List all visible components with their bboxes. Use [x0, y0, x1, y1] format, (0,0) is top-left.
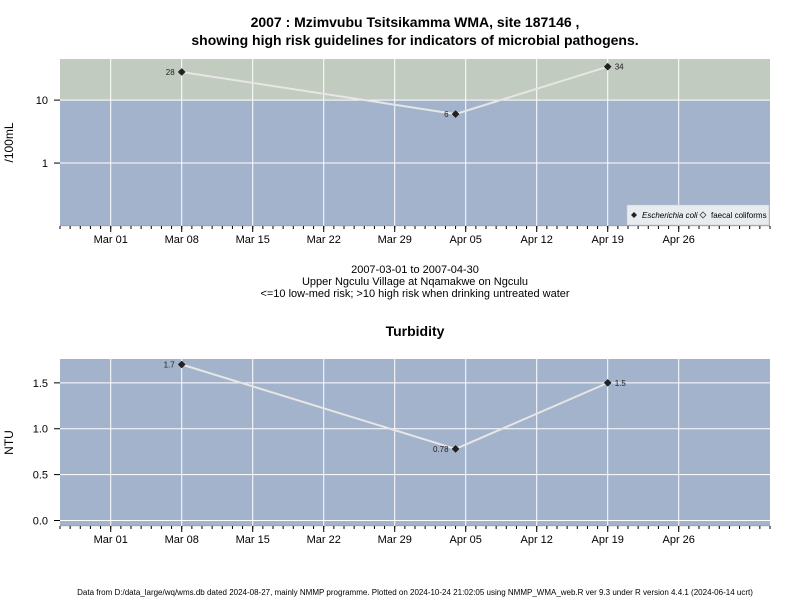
x-tick-label: Mar 29 [378, 234, 412, 246]
data-label: 0.78 [433, 445, 449, 454]
y-axis-label: NTU [2, 430, 16, 455]
x-tick-label: Apr 12 [521, 534, 553, 546]
y-tick-label: 1 [42, 158, 48, 170]
x-tick-label: Mar 08 [165, 534, 199, 546]
data-point [451, 445, 460, 453]
footer-note: Data from D:/data_large/wq/wms.db dated … [77, 588, 753, 597]
data-point [451, 110, 460, 118]
risk-note-text: <=10 low-med risk; >10 high risk when dr… [260, 288, 570, 300]
data-point [177, 68, 186, 76]
date-range-text: 2007-03-01 to 2007-04-30 [351, 264, 479, 276]
x-tick-label: Mar 08 [165, 234, 199, 246]
y-tick-label: 0.0 [33, 515, 48, 527]
x-tick-label: Mar 01 [94, 234, 128, 246]
x-tick-label: Mar 29 [378, 534, 412, 546]
x-tick-label: Apr 26 [663, 534, 695, 546]
x-tick-label: Apr 19 [592, 534, 624, 546]
chart1-title-line1: 2007 : Mzimvubu Tsitsikamma WMA, site 18… [250, 14, 580, 30]
x-tick-label: Apr 19 [592, 234, 624, 246]
legend-marker-faecal [699, 211, 707, 219]
x-tick-label: Apr 05 [450, 534, 482, 546]
chart2-title: Turbidity [385, 323, 445, 339]
y-tick-label: 0.5 [33, 470, 48, 482]
x-tick-label: Apr 26 [663, 234, 695, 246]
x-tick-label: Mar 15 [236, 534, 270, 546]
turbidity-chart: Mar 01 Mar 08 Mar 15 Mar 22 Mar 29 Apr 05 Apr … [2, 359, 771, 546]
x-tick-label: Mar 22 [307, 534, 341, 546]
y-tick-label: 1.5 [33, 378, 48, 390]
data-label: 1.7 [164, 361, 176, 370]
high-risk-band [60, 59, 770, 101]
chart1-title-line2: showing high risk guidelines for indicat… [191, 32, 639, 48]
x-tick-label: Mar 15 [236, 234, 270, 246]
x-tick-label: Mar 01 [94, 534, 128, 546]
y-tick-label: 10 [36, 95, 48, 107]
y-axis-label: /100mL [2, 122, 16, 162]
data-point [603, 62, 612, 71]
data-label: 1.5 [615, 379, 627, 388]
data-point [603, 379, 612, 387]
legend-label-ecoli: Escherichia coli [642, 211, 698, 220]
data-label: 6 [444, 110, 449, 119]
location-text: Upper Ngculu Village at Nqamakwe on Ngcu… [301, 276, 529, 288]
y-tick-label: 1.0 [33, 424, 48, 436]
data-label: 34 [615, 63, 624, 72]
data-label: 28 [166, 68, 175, 77]
x-tick-label: Apr 05 [450, 234, 482, 246]
legend-marker-ecoli [631, 212, 637, 218]
legend-box [626, 204, 770, 226]
microbial-chart: Mar 01 Mar 08 Mar 15 Mar 22 Mar 29 Apr 05 Apr … [2, 59, 771, 246]
legend-label-faecal: faecal coliforms [711, 211, 767, 220]
plot-background [60, 359, 770, 526]
data-point [177, 360, 186, 369]
x-tick-label: Apr 12 [521, 234, 553, 246]
x-tick-label: Mar 22 [307, 234, 341, 246]
